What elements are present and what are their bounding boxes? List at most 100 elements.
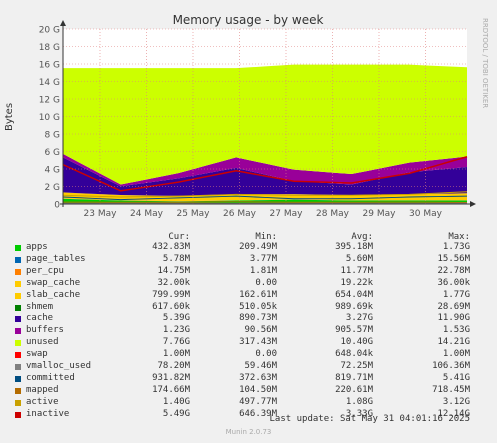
legend-row-active: active 1.40G 497.77M 1.08G 3.12G bbox=[0, 397, 497, 409]
legend-max: 5.41G bbox=[442, 372, 470, 383]
x-tick-label: 24 May bbox=[130, 209, 164, 219]
legend-cur: 931.82M bbox=[152, 372, 190, 383]
y-axis-label: Bytes bbox=[4, 103, 15, 131]
legend-max: 3.12G bbox=[442, 396, 470, 407]
legend-swatch bbox=[15, 328, 21, 335]
legend-avg: 3.33G bbox=[345, 408, 373, 419]
legend-min: 90.56M bbox=[244, 325, 277, 336]
memory-chart: Memory usage - by week Bytes RRDTOOL / T… bbox=[4, 13, 489, 219]
legend-swatch bbox=[15, 399, 21, 406]
x-tick-label: 30 May bbox=[409, 209, 443, 219]
legend-swatch bbox=[15, 387, 21, 394]
legend-avg: 3.27G bbox=[345, 313, 373, 324]
y-tick-label: 4 G bbox=[44, 166, 60, 176]
legend-row-slab_cache: slab_cache 799.99M 162.61M 654.04M 1.77G bbox=[0, 290, 497, 302]
y-tick-label: 16 G bbox=[39, 61, 60, 71]
legend-avg: 989.69k bbox=[335, 301, 373, 312]
x-tick-label: 29 May bbox=[363, 209, 397, 219]
legend-cur: 1.23G bbox=[162, 325, 190, 336]
legend-avg: 905.57M bbox=[335, 325, 373, 336]
legend-min: 59.46M bbox=[244, 361, 277, 371]
header-cur: Cur: bbox=[168, 232, 190, 242]
legend-cur: 5.78M bbox=[162, 253, 190, 264]
legend-min: 497.77M bbox=[239, 396, 277, 407]
legend-min: 372.63M bbox=[239, 372, 277, 383]
legend-swatch bbox=[15, 375, 21, 382]
legend-row-per_cpu: per_cpu 14.75M 1.81M 11.77M 22.78M bbox=[0, 266, 497, 278]
legend-avg: 11.77M bbox=[340, 265, 373, 276]
legend-max: 106.36M bbox=[432, 361, 470, 371]
legend-min: 209.49M bbox=[239, 242, 277, 252]
legend-min: 3.77M bbox=[249, 253, 277, 264]
legend-name: vmalloc_used bbox=[26, 361, 92, 371]
legend-row-vmalloc_used: vmalloc_used 78.20M 59.46M 72.25M 106.36M bbox=[0, 361, 497, 373]
legend-max: 1.53G bbox=[442, 325, 470, 336]
legend-max: 11.90G bbox=[437, 313, 470, 324]
legend-cur: 14.75M bbox=[157, 265, 190, 276]
y-tick-label: 14 G bbox=[39, 78, 60, 88]
legend-swatch bbox=[15, 268, 21, 275]
chart-title: Memory usage - by week bbox=[173, 13, 324, 27]
x-tick-label: 25 May bbox=[177, 209, 211, 219]
legend-min: 890.73M bbox=[239, 313, 277, 324]
legend-name: page_tables bbox=[26, 253, 86, 264]
legend-row-cache: cache 5.39G 890.73M 3.27G 11.90G bbox=[0, 313, 497, 325]
y-tick-label: 18 G bbox=[39, 43, 60, 53]
legend-row-unused: unused 7.76G 317.43M 10.40G 14.21G bbox=[0, 337, 497, 349]
legend-swatch bbox=[15, 304, 21, 311]
legend-swatch bbox=[15, 364, 21, 370]
legend-swatch bbox=[15, 340, 21, 347]
area-page_tables bbox=[63, 198, 467, 202]
legend-min: 162.61M bbox=[239, 289, 277, 300]
legend-header: Cur: Min: Avg: Max: bbox=[0, 232, 497, 244]
header-avg: Avg: bbox=[351, 232, 373, 242]
legend-name: mapped bbox=[26, 384, 59, 395]
legend-name: committed bbox=[26, 372, 75, 383]
legend-cur: 617.60k bbox=[152, 301, 190, 312]
legend-max: 718.45M bbox=[432, 384, 470, 395]
legend-max: 22.78M bbox=[437, 265, 470, 276]
legend-name: slab_cache bbox=[26, 289, 81, 300]
y-tick-label: 6 G bbox=[44, 148, 60, 158]
legend-min: 646.39M bbox=[239, 408, 277, 419]
header-max: Max: bbox=[448, 232, 470, 242]
legend-cur: 1.40G bbox=[162, 396, 190, 407]
legend-avg: 10.40G bbox=[340, 337, 373, 348]
legend-avg: 5.60M bbox=[345, 253, 373, 264]
legend-name: per_cpu bbox=[26, 265, 64, 276]
legend-avg: 819.71M bbox=[335, 372, 373, 383]
legend-row-swap_cache: swap_cache 32.00k 0.00 19.22k 36.00k bbox=[0, 278, 497, 290]
legend-max: 1.73G bbox=[442, 242, 470, 252]
legend-row-buffers: buffers 1.23G 90.56M 905.57M 1.53G bbox=[0, 325, 497, 337]
legend-min: 1.81M bbox=[249, 265, 277, 276]
legend-swatch bbox=[15, 411, 21, 418]
legend-name: cache bbox=[26, 313, 54, 324]
legend-avg: 220.61M bbox=[335, 384, 373, 395]
legend-swatch bbox=[15, 352, 21, 359]
y-axis-arrow bbox=[60, 20, 66, 26]
legend-max: 14.21G bbox=[437, 337, 470, 348]
legend-name: active bbox=[26, 396, 59, 407]
legend-row-swap: swap 1.00M 0.00 648.04k 1.00M bbox=[0, 349, 497, 361]
legend-swatch bbox=[15, 256, 21, 263]
legend-cur: 174.66M bbox=[152, 384, 190, 395]
legend-name: swap_cache bbox=[26, 277, 81, 288]
y-tick-label: 20 G bbox=[39, 26, 60, 36]
legend-swatch bbox=[15, 280, 21, 287]
area-per_cpu bbox=[63, 198, 467, 202]
legend-name: inactive bbox=[26, 408, 70, 419]
last-update: Last update: Sat May 31 04:01:16 2025 bbox=[269, 414, 470, 424]
legend-max: 1.00M bbox=[442, 349, 470, 360]
munin-version: Munin 2.0.73 bbox=[225, 428, 272, 436]
x-tick-label: 23 May bbox=[84, 209, 118, 219]
legend-min: 0.00 bbox=[255, 349, 277, 360]
legend-row-shmem: shmem 617.60k 510.05k 989.69k 28.69M bbox=[0, 302, 497, 314]
legend-max: 15.56M bbox=[437, 253, 470, 264]
line-inactive bbox=[62, 156, 468, 192]
area-unused bbox=[63, 64, 467, 185]
legend-swatch bbox=[15, 292, 21, 299]
legend-avg: 654.04M bbox=[335, 289, 373, 300]
legend-cur: 432.83M bbox=[152, 242, 190, 252]
legend-min: 104.50M bbox=[239, 384, 277, 395]
y-tick-label: 12 G bbox=[39, 96, 60, 106]
